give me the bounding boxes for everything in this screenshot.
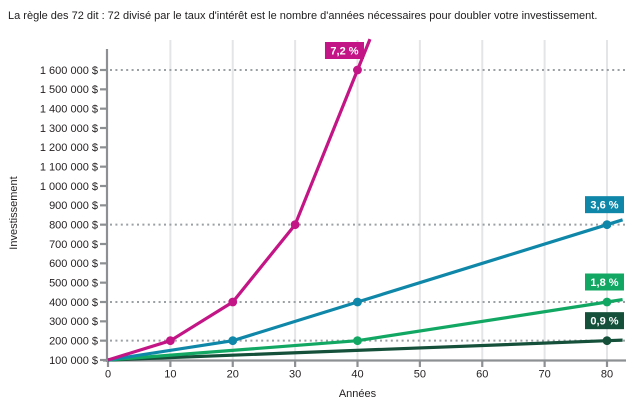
chart-title: La règle des 72 dit : 72 divisé par le t…	[8, 10, 598, 22]
x-axis-tick-label: 20	[227, 369, 239, 381]
y-axis-tick-label: 1 000 000 $	[40, 181, 98, 193]
series-label-box-3.6	[585, 196, 624, 214]
series-marker-7.2	[228, 297, 238, 307]
series-label-1.8: 1,8 %	[590, 277, 618, 289]
x-axis-tick-label: 60	[476, 369, 488, 381]
series-marker-7.2	[353, 65, 362, 75]
y-axis-tick-label: 600 000 $	[49, 258, 98, 270]
series-label-box-1.8	[585, 273, 624, 291]
x-axis-title: Années	[338, 388, 377, 400]
y-axis-tick-label: 1 600 000 $	[40, 65, 98, 77]
series-line-7.2	[107, 38, 372, 362]
series-label-0.9: 0,9 %	[590, 316, 618, 328]
x-axis-tick-label: 80	[601, 369, 613, 381]
y-axis-tick-label: 1 300 000 $	[40, 123, 98, 135]
y-axis-tick-label: 1 400 000 $	[40, 103, 98, 115]
series-label-7.2: 7,2 %	[330, 46, 358, 58]
y-axis-tick-label: 1 200 000 $	[40, 142, 98, 154]
series-label-box-0.9	[585, 312, 624, 330]
y-axis-tick-label: 300 000 $	[49, 316, 98, 328]
series-label-3.6: 3,6 %	[590, 200, 618, 212]
series-marker-0.9	[602, 336, 612, 346]
y-axis-title-text: Investissement	[8, 176, 20, 250]
series-line-1.8	[107, 298, 623, 362]
y-axis-tick-label: 100 000 $	[49, 355, 98, 367]
x-axis-tick-label: 50	[414, 369, 426, 381]
series-marker-1.8	[353, 336, 362, 346]
y-axis-tick-label: 400 000 $	[49, 297, 98, 309]
x-axis-tick-label: 70	[539, 369, 551, 381]
x-axis-tick-label: 40	[351, 369, 363, 381]
y-axis-tick-label: 900 000 $	[49, 200, 98, 212]
series-marker-3.6	[353, 297, 362, 307]
series-marker-7.2	[290, 220, 300, 230]
series-marker-3.6	[602, 220, 612, 230]
series-marker-1.8	[602, 297, 612, 307]
x-axis-tick-label: 0	[105, 369, 111, 381]
y-axis-tick-label: 200 000 $	[49, 335, 98, 347]
y-axis-tick-label: 700 000 $	[49, 239, 98, 251]
y-axis-tick-label: 1 100 000 $	[40, 161, 98, 173]
series-marker-3.6	[228, 336, 238, 346]
series-marker-7.2	[165, 336, 175, 346]
x-axis-tick-label: 10	[164, 369, 176, 381]
y-axis-tick-label: 500 000 $	[49, 277, 98, 289]
y-axis-tick-label: 1 500 000 $	[40, 84, 98, 96]
series-label-box-7.2	[324, 42, 364, 59]
y-axis-tick-label: 800 000 $	[49, 219, 98, 231]
x-axis-tick-label: 30	[289, 369, 301, 381]
